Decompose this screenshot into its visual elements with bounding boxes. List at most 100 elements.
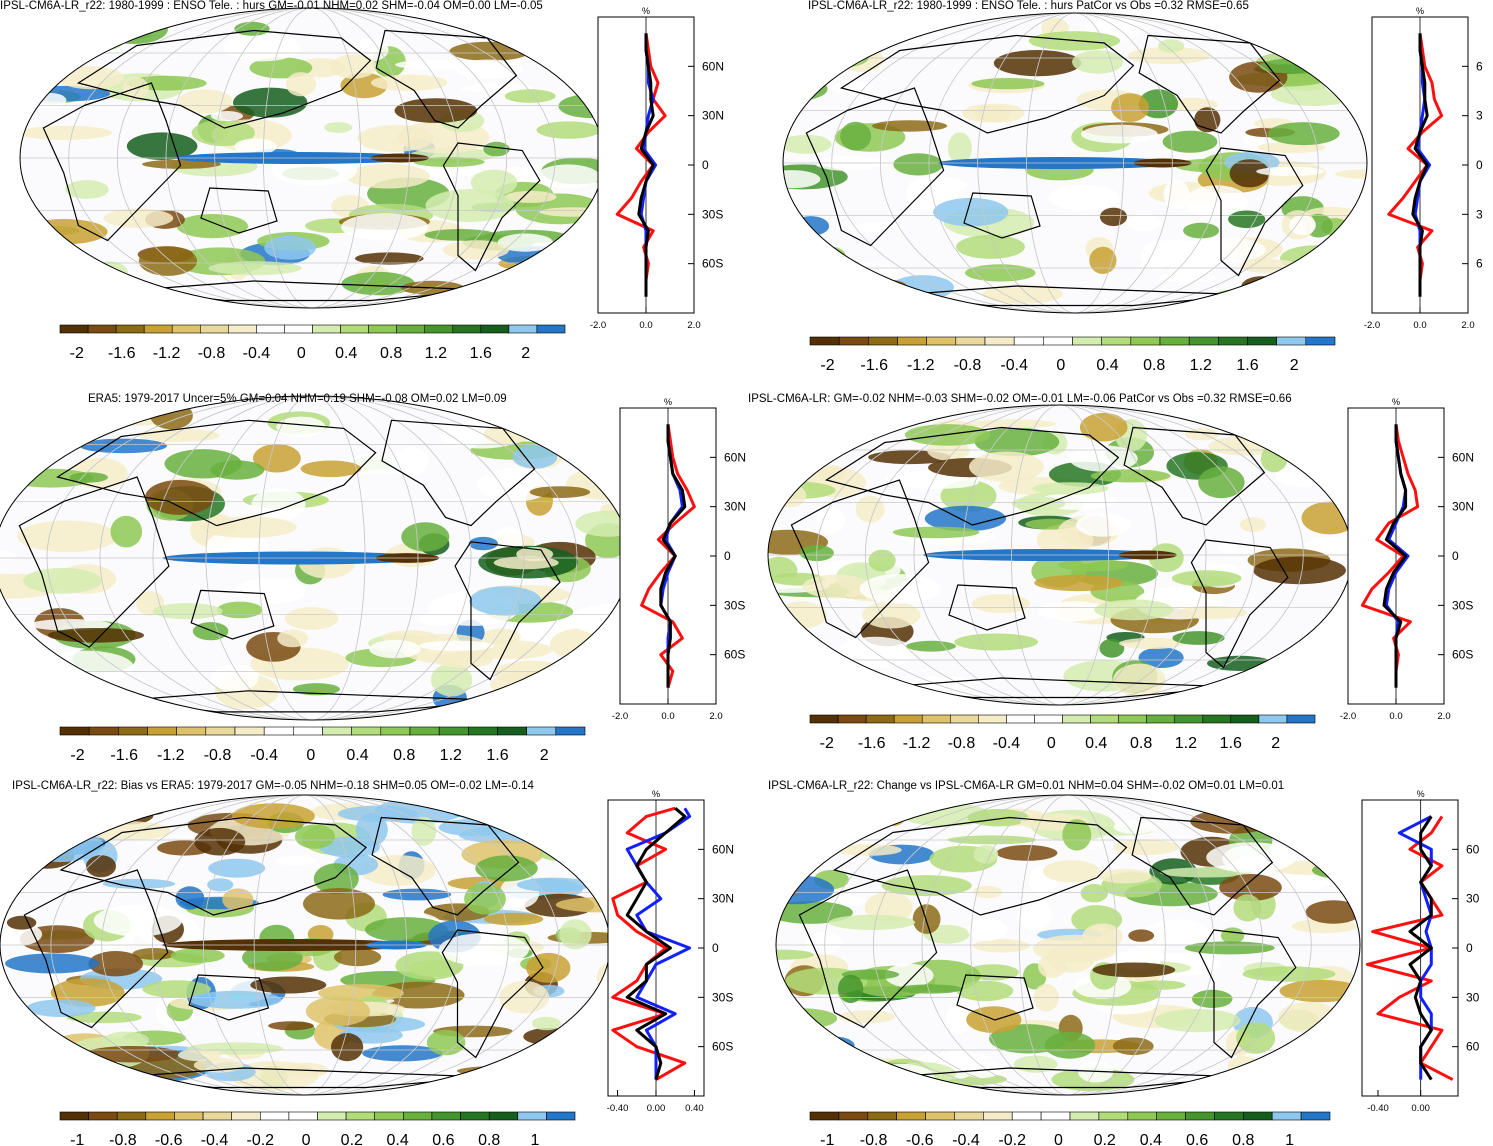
colorbar-swatch	[205, 726, 236, 736]
colorbar-tick-label: -0.8	[954, 357, 982, 374]
anomaly-patch	[1158, 272, 1217, 283]
anomaly-patch	[0, 1027, 50, 1053]
anomaly-patch	[369, 639, 421, 659]
anomaly-patch	[799, 245, 846, 265]
anomaly-patch	[531, 1016, 561, 1031]
anomaly-patch	[847, 222, 903, 233]
anomaly-patch	[1042, 860, 1100, 883]
zonal-y-tick-label: 0	[1476, 158, 1483, 172]
colorbar-swatch	[1013, 336, 1044, 346]
colorbar-swatch	[396, 324, 426, 334]
colorbar-swatch	[954, 1111, 984, 1121]
colorbar-tick-label: 0.2	[1094, 1132, 1116, 1146]
zonal-curve-red	[611, 806, 687, 1081]
map-border	[775, 794, 1361, 1096]
anomaly-patch	[967, 918, 1008, 941]
zonal-y-tick-label: 30S	[712, 990, 733, 1004]
anomaly-patch	[775, 484, 807, 508]
colorbar-swatch	[228, 324, 257, 334]
anomaly-patch	[208, 858, 266, 878]
coastline-eurasia	[824, 426, 1120, 526]
colorbar-swatch	[88, 726, 119, 736]
anomaly-patch	[138, 246, 197, 276]
colorbar-tick-label: 0.8	[380, 345, 402, 362]
colorbar-swatch	[1118, 714, 1147, 724]
map-panel-0	[19, 7, 605, 309]
zonal-unit-label: %	[664, 397, 672, 407]
anomaly-patch	[1075, 513, 1131, 537]
anomaly-patch	[454, 59, 524, 79]
anomaly-patch	[483, 141, 510, 157]
anomaly-patch	[793, 1031, 818, 1055]
anomaly-patch	[523, 1028, 575, 1046]
coastline-eurasia	[832, 816, 1128, 916]
anomaly-patch	[882, 800, 907, 827]
anomaly-patch	[1287, 411, 1336, 431]
anomaly-patch	[285, 72, 316, 97]
anomaly-patch	[1099, 638, 1125, 658]
anomaly-patch	[1111, 93, 1150, 122]
anomaly-patch	[783, 76, 828, 102]
colorbar-swatch	[263, 726, 294, 736]
colorbar-swatch	[1243, 1111, 1273, 1121]
anomaly-patch	[908, 176, 967, 194]
colorbar-swatch	[409, 726, 440, 736]
anomaly-patch	[355, 813, 388, 846]
colorbar-swatch	[921, 714, 951, 724]
anomaly-patch	[512, 445, 558, 469]
anomaly-patch	[776, 1029, 803, 1049]
colorbar-swatch	[1043, 336, 1073, 346]
graticule-meridian	[202, 795, 408, 1095]
anomaly-patch	[401, 522, 450, 552]
anomaly-patch	[191, 119, 255, 147]
anomaly-patch	[1183, 237, 1266, 263]
graticule-meridian	[1010, 405, 1110, 705]
anomaly-patch	[892, 526, 980, 539]
colorbar-swatch	[234, 726, 265, 736]
colorbar-swatch	[1218, 336, 1248, 346]
colorbar-swatch	[1006, 714, 1035, 724]
colorbar-tick-label: -1.2	[153, 345, 181, 362]
anomaly-patch	[360, 855, 436, 886]
anomaly-patch	[1099, 207, 1128, 227]
anomaly-patch	[1113, 839, 1179, 856]
anomaly-patch	[20, 260, 58, 283]
anomaly-patch	[493, 801, 586, 826]
anomaly-patch	[16, 829, 104, 863]
zonal-mean-plot-3: % 60N 30N 0 30S 60S -2.0 0.0 2.0	[1340, 397, 1474, 722]
anomaly-patch	[972, 594, 1030, 614]
colorbar-swatch	[368, 324, 398, 334]
zonal-x-tick-label: 0.0	[639, 320, 652, 331]
graticule-meridian	[913, 405, 1207, 705]
colorbar-swatch	[1305, 336, 1336, 346]
anomaly-patch	[1227, 1056, 1261, 1078]
zonal-x-tick-label: -2.0	[1364, 320, 1380, 331]
anomaly-patch	[17, 520, 118, 553]
anomaly-patch	[933, 197, 1009, 227]
anomaly-patch	[837, 974, 864, 1004]
zonal-y-tick-label: 0	[702, 158, 709, 172]
zonal-x-tick-label: 0.0	[1389, 711, 1402, 722]
anomaly-patch	[479, 804, 531, 827]
colorbar-swatch	[118, 726, 148, 736]
anomaly-patch	[1062, 819, 1092, 851]
anomaly-patch	[469, 586, 542, 616]
anomaly-patch	[776, 1049, 842, 1070]
zonal-unit-label: %	[642, 6, 650, 16]
colorbar-swatch	[176, 726, 207, 736]
anomaly-patch	[1171, 570, 1242, 587]
anomaly-patch	[1305, 900, 1360, 924]
anomaly-patch	[1089, 246, 1117, 274]
anomaly-patch	[897, 984, 964, 994]
anomaly-patch	[276, 416, 326, 438]
zonal-y-tick-label: 30	[1466, 990, 1480, 1004]
graticule-meridian	[928, 13, 1222, 313]
colorbar-swatch	[256, 324, 285, 334]
colorbar-tick-label: -0.4	[243, 345, 271, 362]
colorbar-swatch	[867, 1111, 897, 1121]
graticule-meridian	[99, 396, 525, 720]
colorbar-tick-label: 0.4	[386, 1132, 408, 1146]
anomaly-patch	[1038, 601, 1110, 622]
anomaly-patch	[1177, 606, 1248, 620]
colorbar-swatch	[431, 1111, 461, 1121]
